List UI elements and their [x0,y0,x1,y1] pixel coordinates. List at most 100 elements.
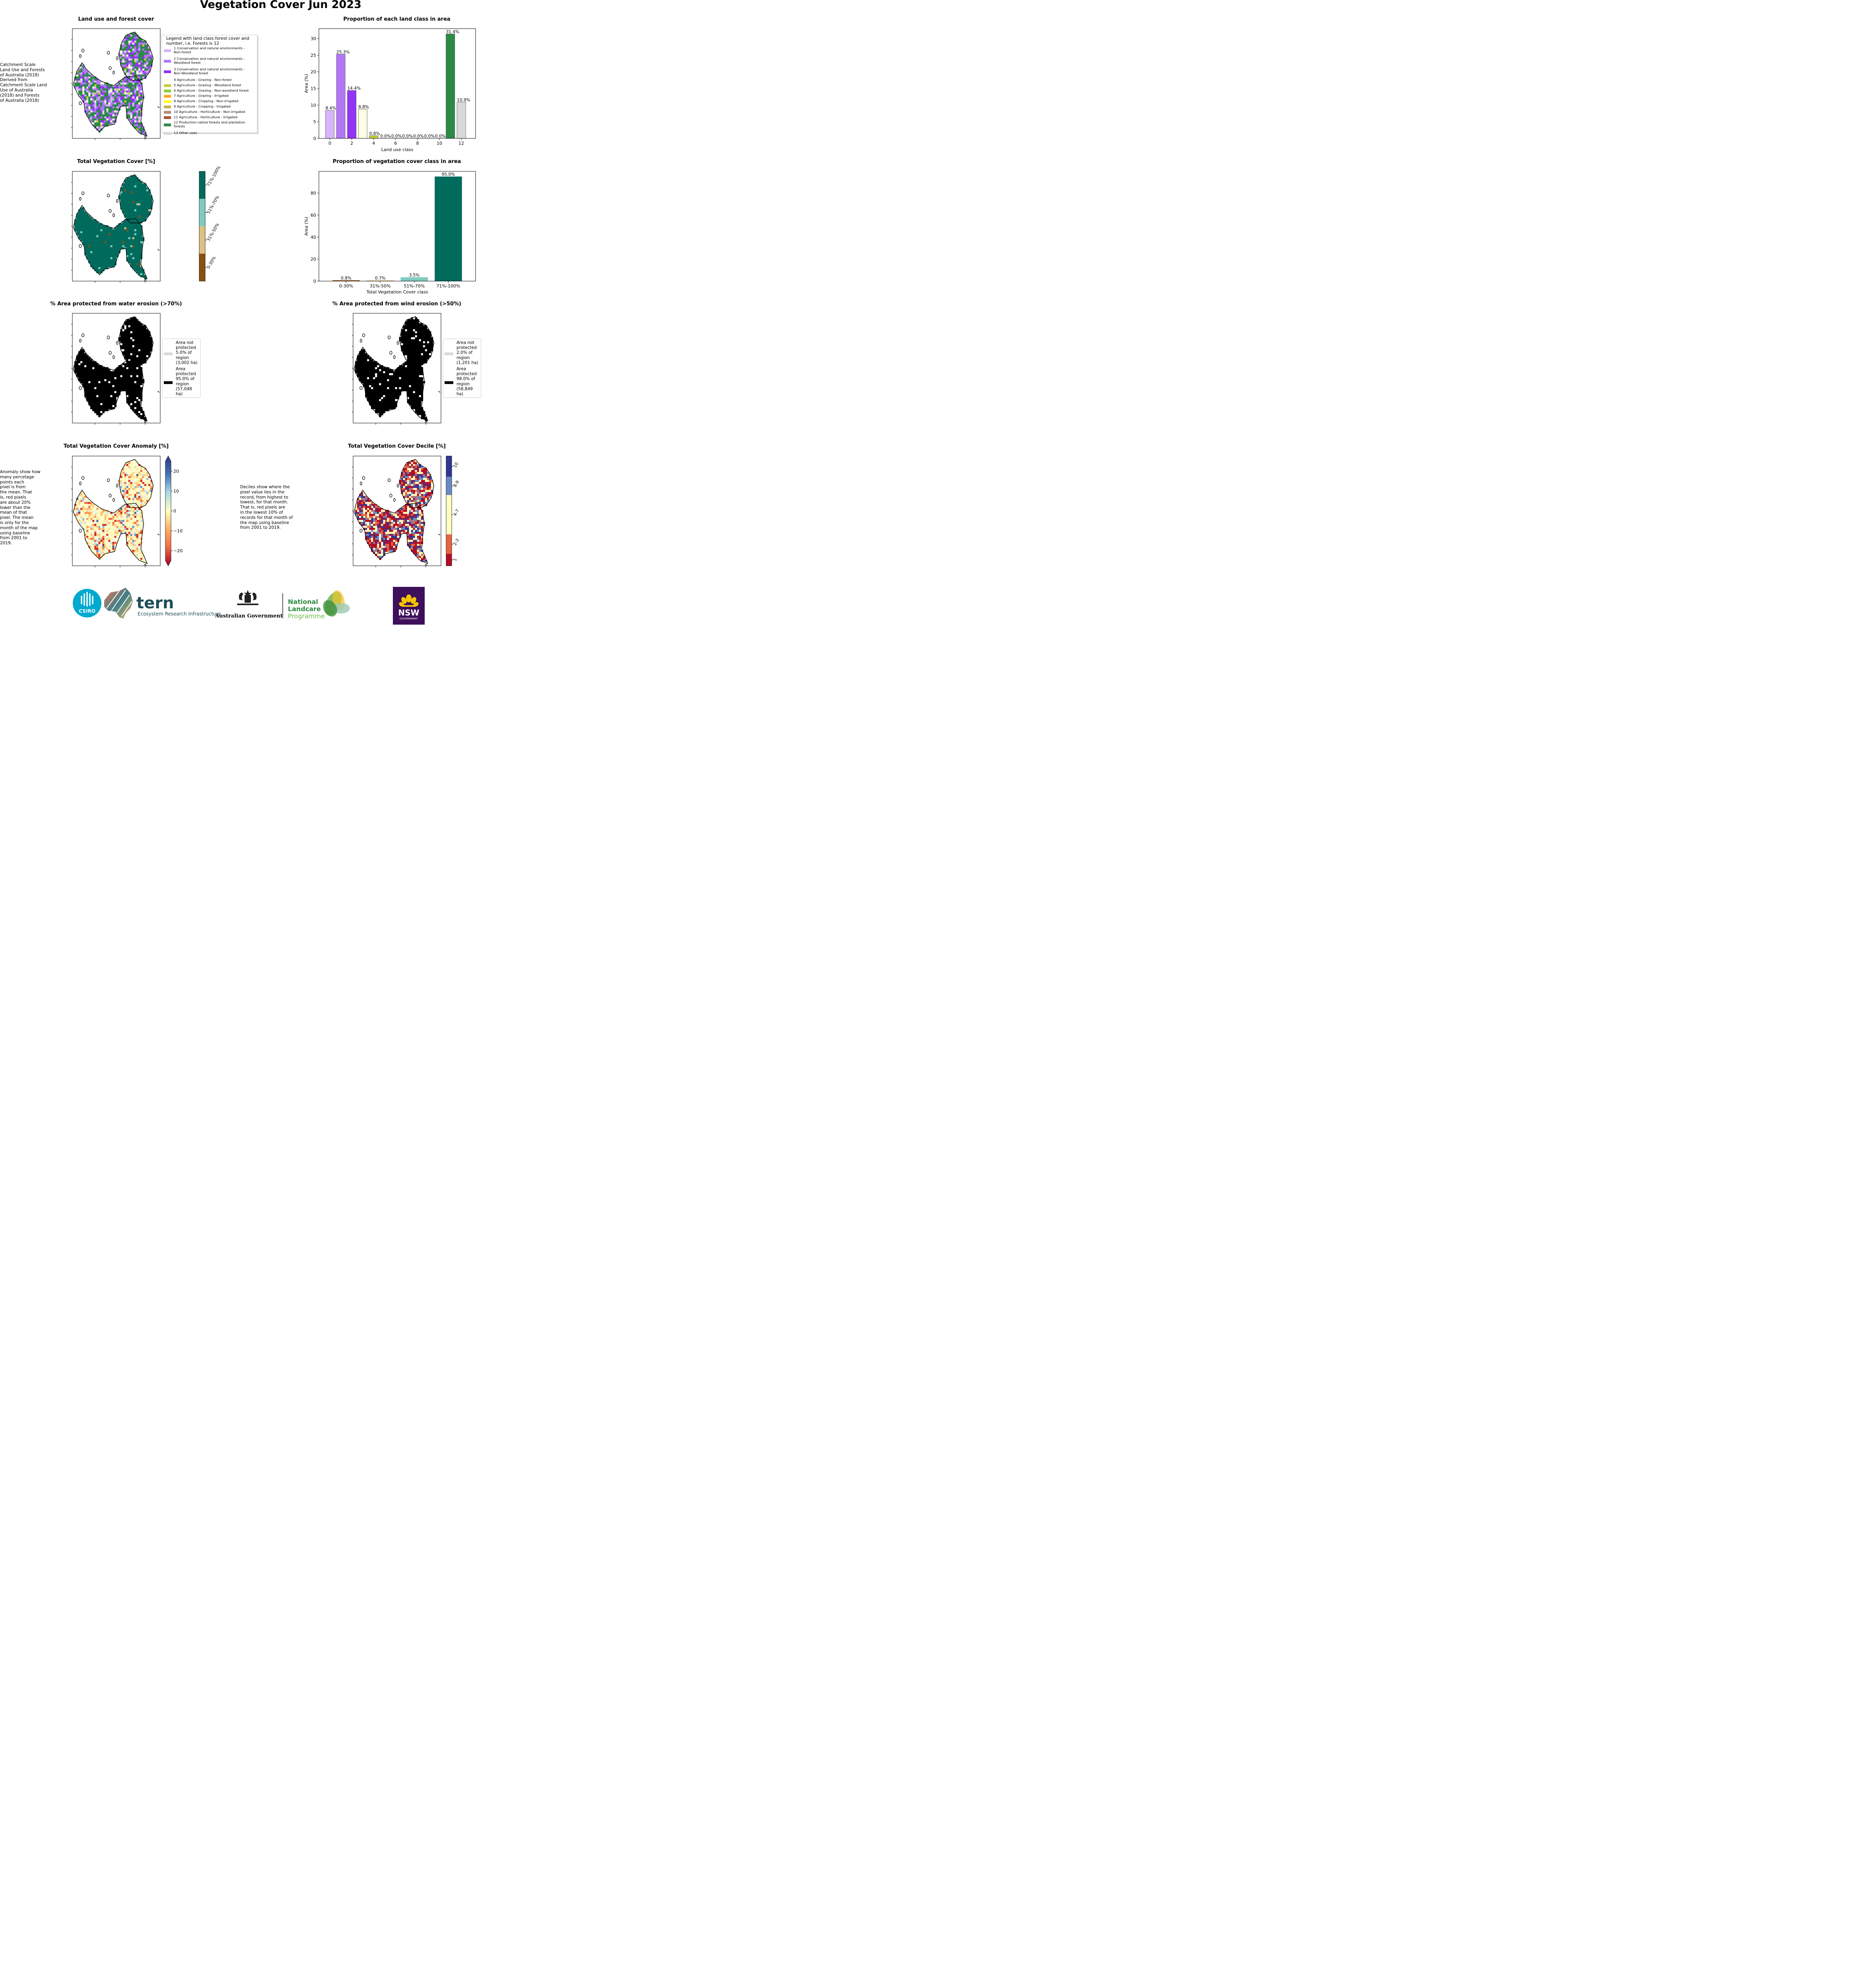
map-cell [140,355,143,357]
legend-entry-label: 1 Conservation and natural environments … [174,46,245,54]
map-cell [138,189,141,192]
map-cell [86,528,89,530]
anomaly-map-raster [73,459,160,566]
map-cell [401,343,403,346]
map-cell [128,237,131,239]
map-cell [142,339,145,342]
map-cell [134,317,137,320]
map-cell [359,351,361,353]
map-cell [124,227,126,229]
map-cell [96,377,99,379]
map-cell [138,78,141,81]
map-cell [381,397,383,400]
colorbar-segment [199,226,205,254]
map-cell [140,271,143,274]
map-cell [84,516,87,518]
map-cell [102,267,105,270]
map-cell [132,375,135,377]
map-cell [144,62,147,65]
map-cell [102,106,105,109]
map-cell [120,229,122,231]
map-cell [150,345,153,348]
map-cell [427,347,429,349]
map-cell [96,379,99,381]
map-cell [132,66,135,69]
map-cell [118,82,120,85]
map-cell [417,329,420,332]
map-cell [118,383,120,386]
map-cell [134,381,137,383]
map-cell [391,383,393,386]
map-cell [132,486,135,488]
map-cell [106,265,109,268]
map-cell [92,510,95,512]
map-cell [134,213,137,215]
map-cell [124,58,126,61]
map-cell [86,514,89,516]
map-cell [86,229,89,231]
map-cell [132,211,135,214]
map-cell [140,189,143,192]
map-cell [126,387,128,390]
map-cell [401,369,403,371]
map-cell [403,333,405,336]
map-cell [395,395,397,398]
map-cell [82,229,85,231]
map-cell [134,52,137,55]
map-cell [377,375,379,377]
map-cell [84,243,87,246]
map-cell [138,273,141,276]
map-cell [140,49,143,51]
map-cell [126,39,128,41]
map-cell [82,74,85,77]
map-cell [138,112,141,115]
map-cell [98,371,101,373]
map-cell [82,351,85,353]
map-cell [379,411,381,414]
map-cell [104,377,107,379]
map-cell [108,118,111,121]
map-cell [102,391,105,394]
map-cell [126,347,128,349]
map-cell [126,104,128,107]
map-cell [126,35,128,37]
map-cell [86,225,89,227]
map-cell [108,393,111,396]
map-cell [150,486,153,488]
map-cell [132,522,135,524]
map-cell [122,86,124,89]
map-cell [116,512,118,514]
map-cell [140,267,143,270]
map-cell [136,106,139,109]
map-cell [86,98,89,101]
map-cell [417,393,420,396]
map-cell [126,185,128,188]
map-cell [86,508,89,510]
map-cell [144,68,147,71]
map-cell [134,235,137,237]
island-outline [113,213,115,217]
colorbar-label: 71%-100% [206,165,221,187]
map-cell [399,369,401,371]
map-cell [122,41,124,43]
map-cell [363,349,365,351]
map-cell [134,185,137,188]
landuse-map-ticks [71,39,146,140]
map-cell [100,265,103,268]
map-cell [90,516,93,518]
map-cell [397,395,399,398]
map-cell [409,359,412,361]
x-tick-label: 2 [350,141,353,146]
map-cell [375,367,377,369]
map-cell [104,516,107,518]
map-cell [140,90,143,93]
map-cell [122,241,124,244]
map-cell [136,347,139,349]
map-cell [407,341,409,344]
map-cell [94,251,97,254]
water-erosion-ticks [71,324,146,425]
map-cell [142,273,145,276]
map-cell [82,496,85,498]
map-cell [134,329,137,332]
map-cell [138,201,141,204]
